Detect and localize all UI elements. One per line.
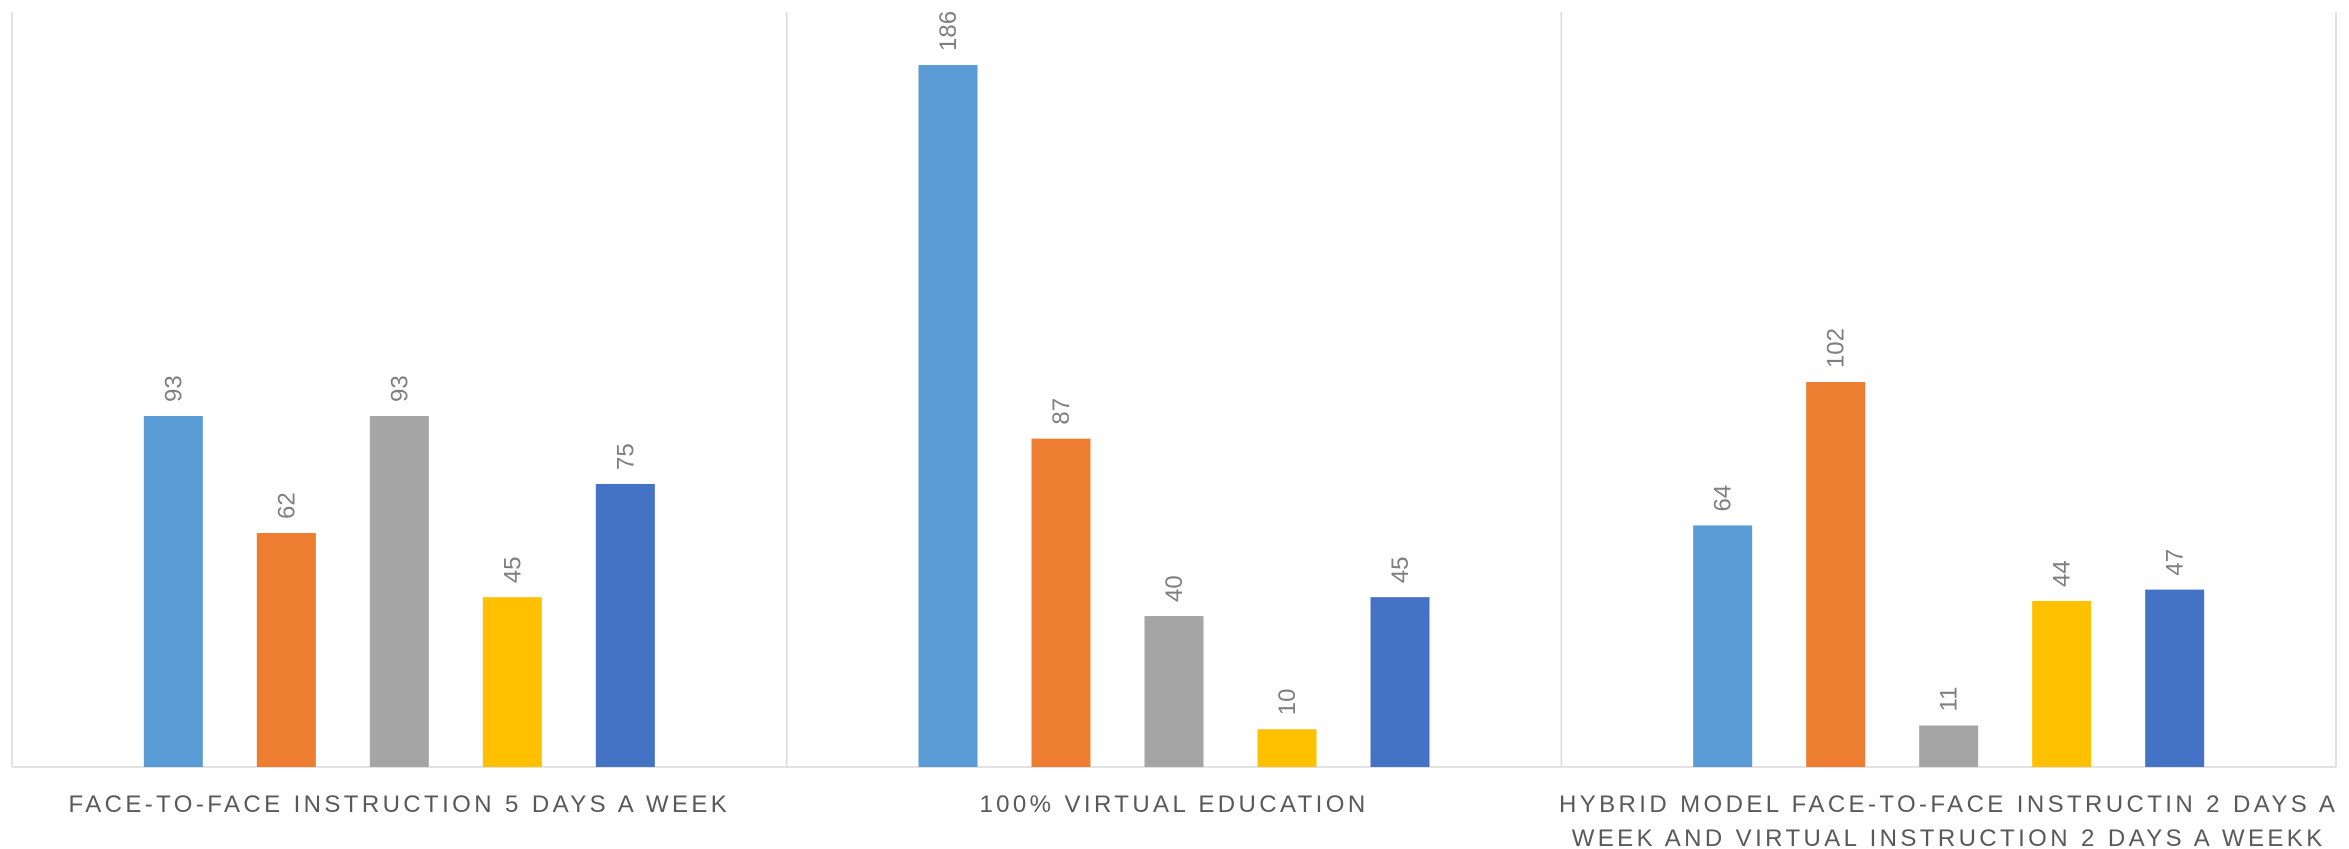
data-label: 11: [1936, 687, 1963, 712]
data-label: 45: [1387, 556, 1414, 583]
data-label: 64: [1710, 485, 1737, 512]
data-label: 93: [386, 375, 413, 402]
data-labels-layer: 93 62 93 45 75 186 87 40 10 45 64 102 11 44 47: [160, 11, 2188, 715]
data-label: 47: [2162, 549, 2189, 576]
bar: [2032, 600, 2092, 767]
category-label: 100% VIRTUAL EDUCATION: [979, 791, 1368, 818]
bar: [595, 483, 655, 767]
category-label: FACE-TO-FACE INSTRUCTION 5 DAYS A WEEK: [68, 791, 730, 818]
data-label: 87: [1048, 398, 1075, 425]
bar: [2145, 589, 2205, 767]
bar: [1144, 616, 1204, 767]
data-label: 75: [612, 443, 639, 470]
data-label: 186: [935, 11, 962, 51]
bar: [918, 65, 978, 767]
bar: [1370, 597, 1430, 767]
data-label: 44: [2049, 560, 2076, 587]
bar: [1919, 725, 1979, 767]
data-label: 45: [499, 556, 526, 583]
bar: [1806, 382, 1866, 767]
bar: [482, 597, 542, 767]
bar: [1031, 438, 1091, 767]
data-label: 102: [1823, 328, 1850, 368]
bars-layer: [143, 65, 2205, 767]
bar: [1693, 525, 1753, 767]
data-label: 10: [1274, 689, 1301, 716]
bar: [143, 416, 203, 767]
bar: [369, 416, 429, 767]
bar: [256, 533, 316, 767]
data-label: 93: [160, 375, 187, 402]
data-label: 62: [273, 492, 300, 519]
bar: [1257, 729, 1317, 767]
data-label: 40: [1161, 575, 1188, 602]
category-labels-layer: FACE-TO-FACE INSTRUCTION 5 DAYS A WEEK 10…: [68, 791, 2338, 849]
category-label: WEEK AND VIRTUAL INSTRUCTION 2 DAYS A WE…: [1572, 825, 2326, 849]
category-label: HYBRID MODEL FACE-TO-FACE INSTRUCTIN 2 D…: [1559, 791, 2338, 818]
